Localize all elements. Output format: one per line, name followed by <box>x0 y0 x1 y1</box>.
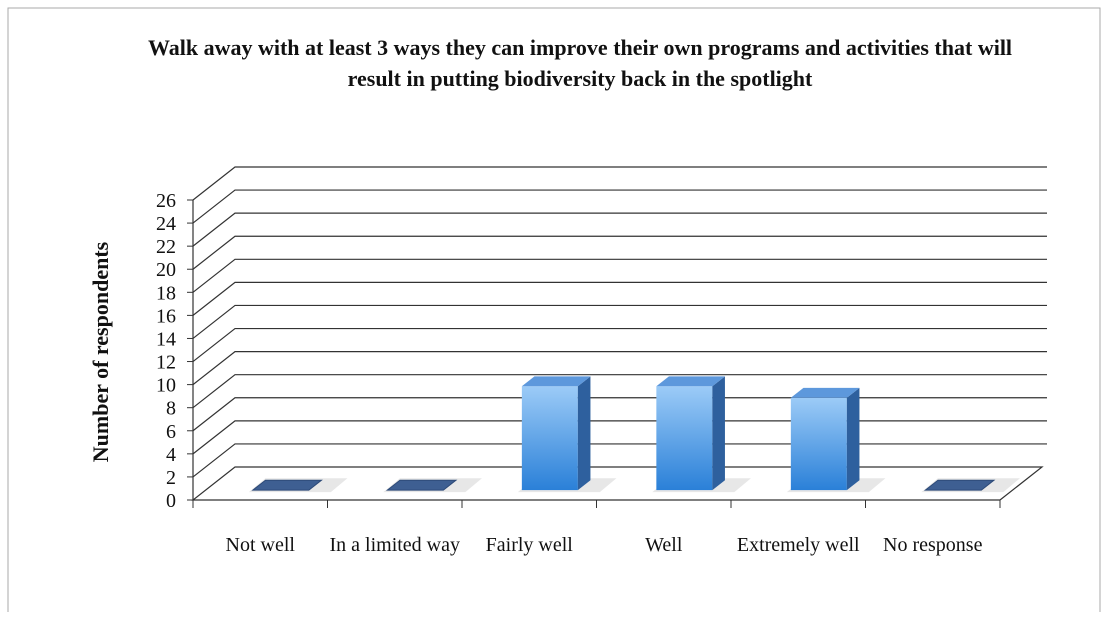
y-tick-label: 2 <box>166 467 176 489</box>
grid-line <box>192 212 1047 247</box>
grid-line <box>192 374 1047 409</box>
bar-front <box>521 386 578 491</box>
bar-top <box>385 479 458 491</box>
bar-top <box>923 479 996 491</box>
grid-line <box>192 327 1047 363</box>
x-tick-label: In a limited way <box>329 534 461 556</box>
grid-line <box>192 420 1047 455</box>
bar-top <box>521 376 591 387</box>
y-tick-label: 0 <box>166 490 176 512</box>
bar-side <box>712 376 725 491</box>
y-tick-label: 12 <box>156 352 176 374</box>
grid-line <box>192 304 1047 339</box>
y-tick-label: 10 <box>156 375 176 397</box>
y-tick-label: 22 <box>156 236 176 258</box>
y-tick-label: 8 <box>166 398 176 420</box>
y-tick-label: 14 <box>156 328 176 350</box>
bar-top <box>656 376 725 387</box>
bar-side <box>577 376 591 491</box>
grid-line <box>192 351 1047 386</box>
bar-side <box>846 387 860 491</box>
x-tick-label: Not well <box>225 534 295 556</box>
bar <box>251 479 323 491</box>
y-tick-label: 16 <box>156 305 176 327</box>
frame <box>7 7 1101 612</box>
chart-title: Walk away with at least 3 ways they can … <box>147 35 1013 91</box>
x-tick-label: No response <box>883 534 983 556</box>
bar-top <box>251 479 323 491</box>
y-tick-label: 18 <box>156 282 176 304</box>
x-tick-label: Well <box>645 534 683 556</box>
y-tick-label: 4 <box>166 444 176 466</box>
grid-line <box>192 258 1047 293</box>
bar <box>385 479 458 491</box>
bar <box>656 376 725 491</box>
y-tick-label: 6 <box>166 421 176 443</box>
bar-front <box>656 386 713 491</box>
bar <box>790 387 860 491</box>
grid-line <box>192 166 1047 201</box>
bar-top <box>790 387 860 398</box>
grid-line <box>192 235 1047 270</box>
x-tick-label: Extremely well <box>736 534 860 556</box>
grid-line <box>192 189 1047 224</box>
y-tick-label: 20 <box>156 259 176 281</box>
y-axis-label: Number of respondents <box>88 241 113 462</box>
grid-line <box>192 397 1047 432</box>
x-tick-label: Fairly well <box>485 534 573 556</box>
grid-line <box>192 443 1047 478</box>
grid-line <box>192 281 1047 316</box>
bar <box>923 479 996 491</box>
y-tick-label: 26 <box>156 190 176 212</box>
bar-front <box>790 397 847 491</box>
bar <box>521 376 591 491</box>
y-tick-label: 24 <box>156 213 176 235</box>
